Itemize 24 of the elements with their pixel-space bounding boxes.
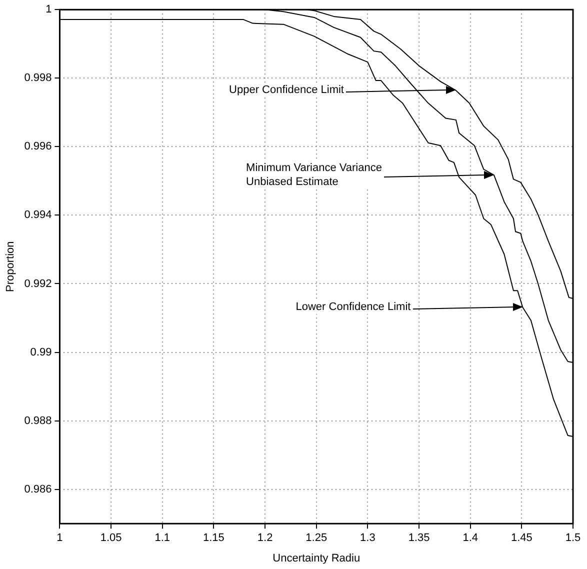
y-tick-label: 1 [46, 4, 52, 16]
x-tick-label: 1.05 [100, 532, 122, 544]
x-tick-label: 1.15 [203, 532, 224, 544]
x-tick-label: 1.4 [462, 532, 478, 544]
y-tick-label: 0.998 [24, 72, 52, 84]
y-axis-title: Proportion [4, 241, 17, 292]
annotation: Lower Confidence Limit [294, 300, 413, 314]
y-tick-label: 0.996 [24, 140, 52, 153]
y-tick-label: 0.992 [24, 278, 52, 290]
x-tick-label: 1.25 [306, 532, 328, 544]
x-axis-title: Uncertainty Radiu [272, 552, 360, 564]
y-tick-label: 0.986 [24, 483, 52, 496]
x-tick-label: 1.5 [565, 532, 581, 544]
x-tick-label: 1.1 [154, 532, 170, 544]
x-tick-label: 1.3 [360, 532, 376, 544]
x-tick-label: 1.35 [408, 532, 430, 544]
x-tick-label: 1 [56, 532, 63, 544]
annotation: Upper Confidence Limit [227, 83, 346, 98]
y-tick-label: 0.988 [24, 414, 52, 427]
x-tick-label: 1.45 [510, 532, 532, 544]
x-tick-label: 1.2 [257, 532, 273, 544]
y-tick-label: 0.99 [30, 346, 52, 358]
annotation: Minimum Variance Variance Unbiased Estimate [244, 161, 384, 190]
y-tick-label: 0.994 [24, 209, 52, 222]
